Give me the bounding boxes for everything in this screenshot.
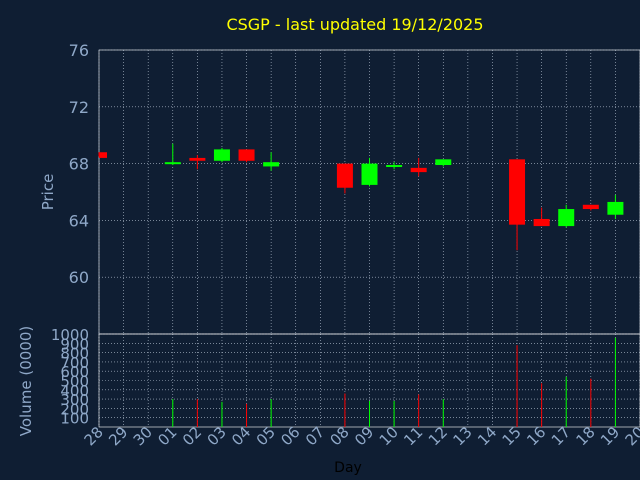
candle-body <box>99 152 107 158</box>
volume-tick-label: 600 <box>60 363 89 381</box>
candle-body <box>361 163 378 185</box>
price-panel: 60 64 68 72 76 <box>69 41 640 335</box>
candle-body <box>263 162 280 167</box>
price-tick-label: 76 <box>69 41 89 60</box>
candle-body <box>189 157 206 161</box>
volume-tick-label: 500 <box>60 373 89 391</box>
candle-body <box>558 209 575 227</box>
volume-tick-label: 300 <box>60 391 89 409</box>
volume-tick-label: 1000 <box>51 326 89 344</box>
x-tick-labels: 2829300102030405060708091011121314151617… <box>81 423 640 449</box>
chart-title: CSGP - last updated 19/12/2025 <box>226 15 483 34</box>
price-tick-label: 72 <box>69 98 89 117</box>
candle-body <box>509 159 526 225</box>
x-axis-label: Day <box>334 460 362 476</box>
candle-body <box>582 204 599 210</box>
price-tick-label: 68 <box>69 155 89 174</box>
candle-body <box>607 201 624 215</box>
volume-tick-label: 700 <box>60 354 89 372</box>
candle-body <box>410 167 427 173</box>
candle-body <box>533 218 550 227</box>
candle-body <box>386 165 403 168</box>
candle-body <box>238 149 255 161</box>
price-tick-label: 60 <box>69 268 89 287</box>
candle-body <box>164 162 181 165</box>
volume-tick-label: 400 <box>60 382 89 400</box>
volume-tick-label: 900 <box>60 335 89 353</box>
volume-tick-label: 800 <box>60 345 89 363</box>
candle-body <box>213 149 230 161</box>
volume-axis-label: Volume (0000) <box>17 326 35 436</box>
volume-tick-label: 100 <box>60 410 89 428</box>
price-tick-label: 64 <box>69 211 89 230</box>
price-axis-label: Price <box>39 174 57 211</box>
volume-tick-label: 200 <box>60 400 89 418</box>
candle-body <box>336 163 353 188</box>
candle-body <box>435 159 452 166</box>
